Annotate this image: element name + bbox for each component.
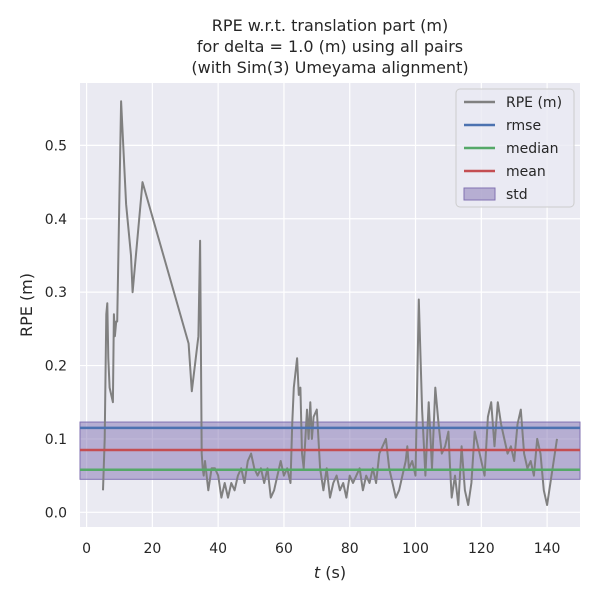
y-tick-label: 0.5 xyxy=(45,138,67,154)
y-axis-label: RPE (m) xyxy=(17,273,36,337)
title-line-2: for delta = 1.0 (m) using all pairs xyxy=(197,37,463,56)
rpe-series-line xyxy=(102,100,558,506)
y-tick-label: 0.1 xyxy=(45,432,67,448)
title-line-3: (with Sim(3) Umeyama alignment) xyxy=(191,58,468,77)
legend-frame xyxy=(455,88,575,208)
x-axis-label-unit: (s) xyxy=(320,563,346,582)
chart-title: RPE w.r.t. translation part (m) for delt… xyxy=(191,16,468,77)
series-group xyxy=(102,100,558,506)
x-tick-label: 0 xyxy=(82,541,91,557)
y-tick-label: 0.0 xyxy=(45,505,67,521)
legend: RPE (m) rmse median mean std xyxy=(455,88,575,208)
x-axis-label-var: t xyxy=(314,563,321,582)
x-tick-label: 140 xyxy=(534,541,561,557)
legend-label: RPE (m) xyxy=(506,95,562,111)
x-tick-label: 20 xyxy=(143,541,161,557)
y-tick-label: 0.2 xyxy=(45,359,67,375)
x-tick-label: 40 xyxy=(209,541,227,557)
legend-label: rmse xyxy=(506,118,541,134)
stat-lines xyxy=(80,426,580,472)
y-axis-ticks: 0.0 0.1 0.2 0.3 0.4 0.5 xyxy=(45,138,67,521)
legend-label: std xyxy=(506,187,528,203)
legend-label: mean xyxy=(506,164,546,180)
x-axis-ticks: 0 20 40 60 80 100 120 140 xyxy=(82,541,560,557)
legend-label: median xyxy=(506,141,558,157)
legend-swatch-std xyxy=(463,187,496,201)
title-line-1: RPE w.r.t. translation part (m) xyxy=(212,16,448,35)
x-tick-label: 100 xyxy=(402,541,429,557)
x-axis-label: t (s) xyxy=(314,563,346,582)
x-tick-label: 80 xyxy=(341,541,359,557)
x-tick-label: 120 xyxy=(468,541,495,557)
y-tick-label: 0.4 xyxy=(45,212,67,228)
y-tick-label: 0.3 xyxy=(45,285,67,301)
x-tick-label: 60 xyxy=(275,541,293,557)
